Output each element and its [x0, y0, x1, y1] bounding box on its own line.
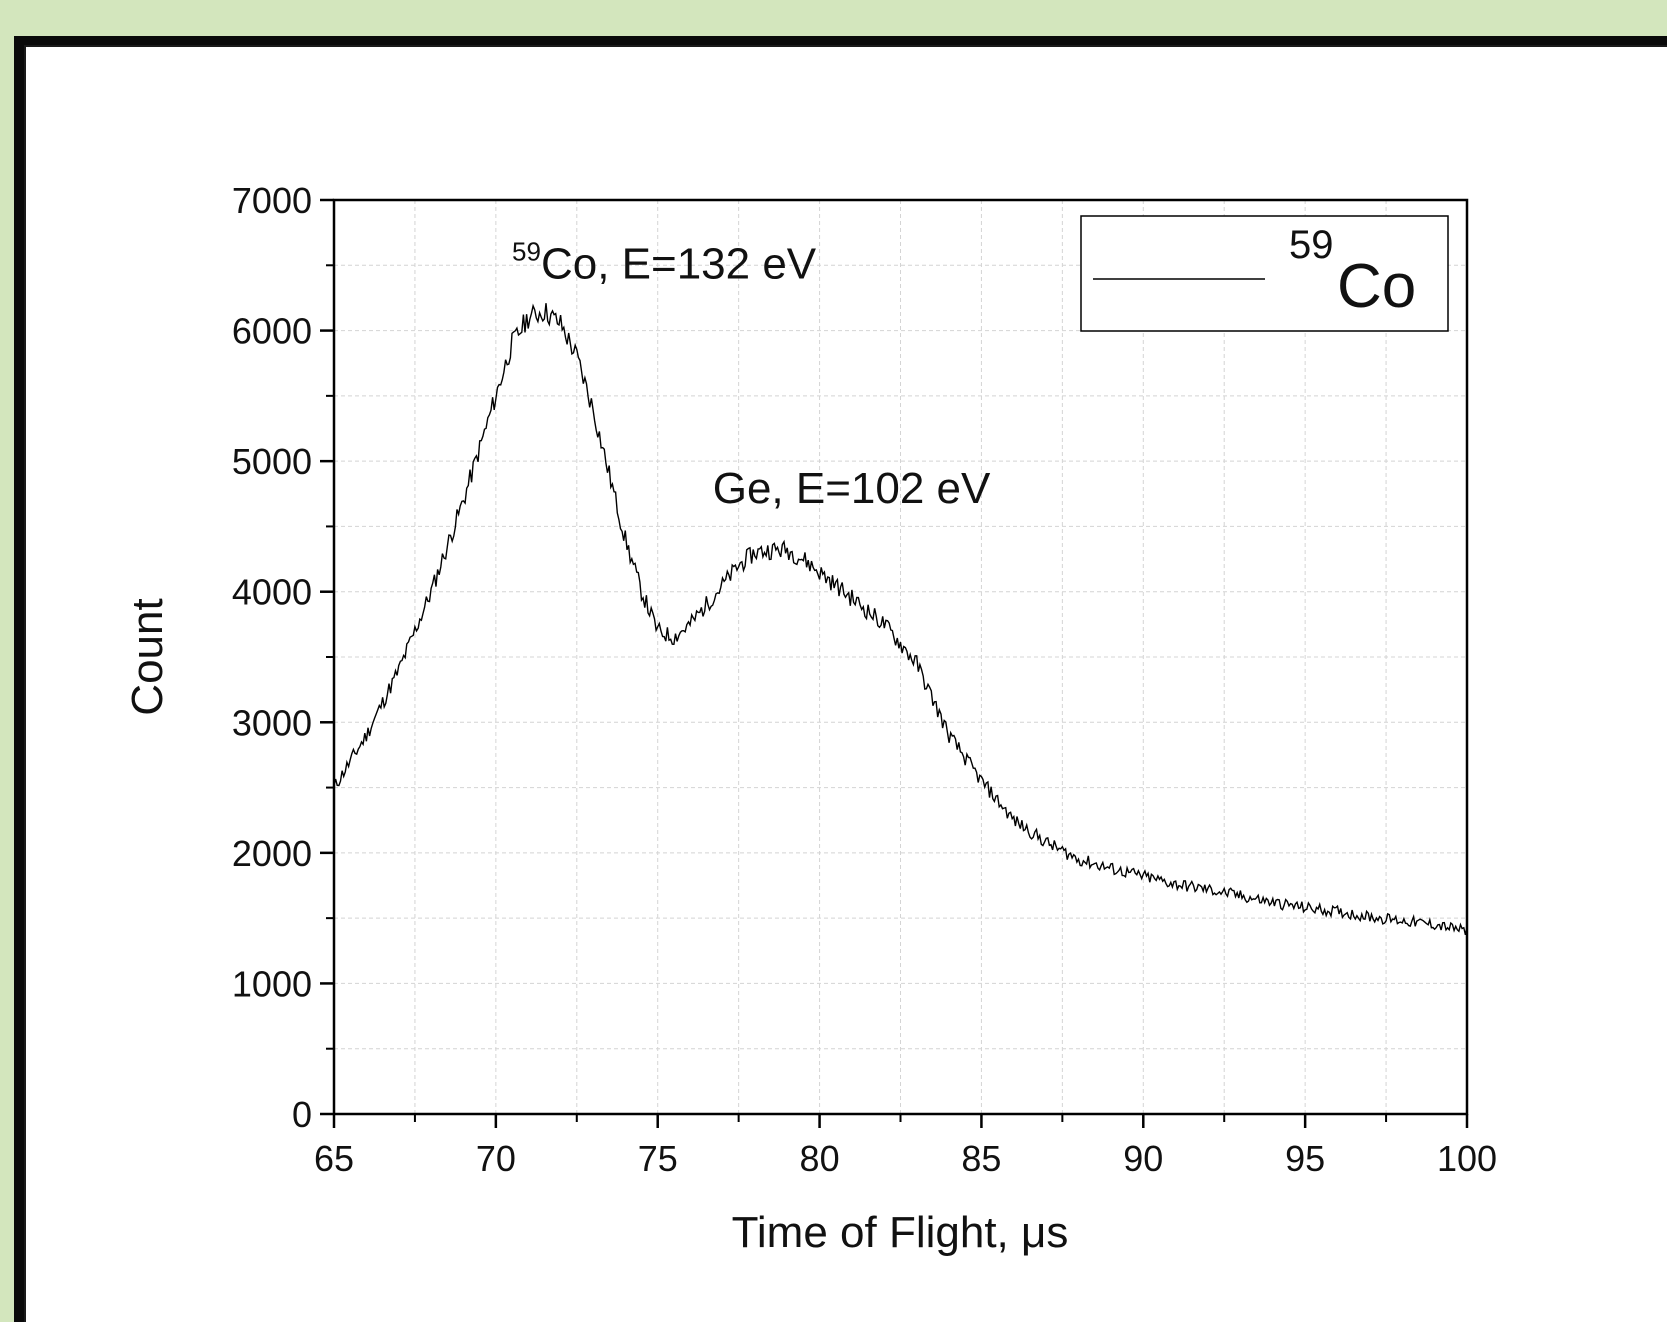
annotation-label: Ge, E=102 eV [713, 464, 991, 513]
y-tick-label: 6000 [232, 311, 312, 352]
y-tick-label: 7000 [232, 180, 312, 221]
y-tick-label: 1000 [232, 963, 312, 1004]
series-layer [333, 303, 1468, 935]
x-tick-label: 95 [1285, 1138, 1325, 1179]
y-axis-title: Count [123, 598, 172, 715]
x-axis-title: Time of Flight, μs [732, 1208, 1069, 1257]
ticks: 65 70 75 80 85 90 95 10001000200030004000500060… [232, 180, 1497, 1179]
legend: 59 Co [1080, 215, 1449, 332]
annotations: 59Co, E=132 eV Ge, E=102 eV [512, 236, 991, 513]
y-tick-label: 0 [292, 1094, 312, 1135]
x-tick-label: 100 [1437, 1138, 1497, 1179]
y-tick-label: 5000 [232, 441, 312, 482]
y-tick-label: 2000 [232, 833, 312, 874]
x-tick-label: 85 [961, 1138, 1001, 1179]
legend-box [1080, 215, 1449, 332]
x-tick-label: 70 [476, 1138, 516, 1179]
annotation-label: 59Co, E=132 eV [512, 236, 817, 288]
y-tick-label: 3000 [232, 702, 312, 743]
legend-label: Co [1337, 252, 1416, 321]
y-tick-label: 4000 [232, 572, 312, 613]
legend-label-superscript: 59 [1289, 223, 1334, 267]
series-line [333, 303, 1468, 935]
x-tick-label: 80 [800, 1138, 840, 1179]
x-tick-label: 65 [314, 1138, 354, 1179]
x-tick-label: 90 [1123, 1138, 1163, 1179]
x-tick-label: 75 [638, 1138, 678, 1179]
grid [334, 200, 1467, 1114]
